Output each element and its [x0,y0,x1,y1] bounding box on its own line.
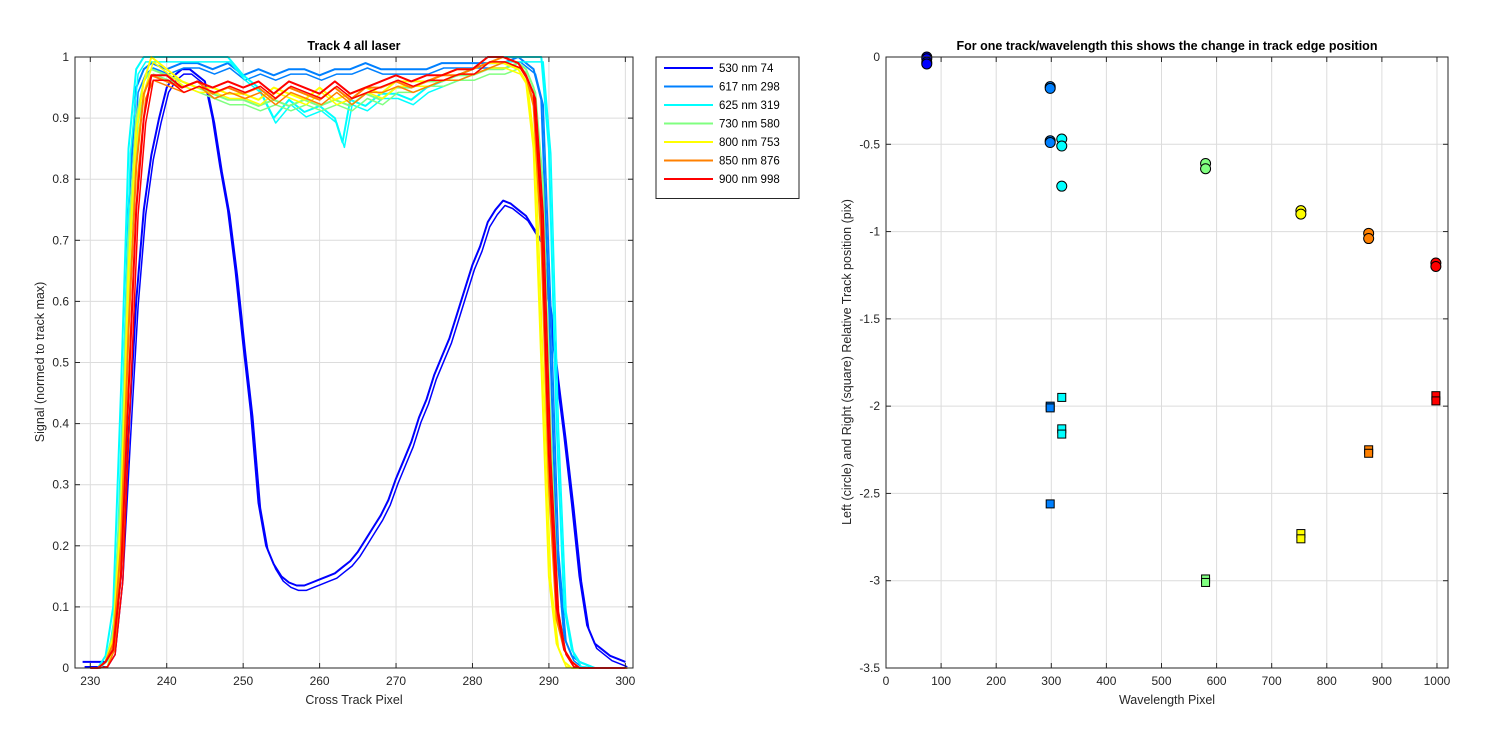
right-y-tick-label: -1.5 [859,312,880,326]
right-edge-square-marker [1431,396,1441,406]
left-x-tick-label: 240 [157,674,177,688]
left-edge-circle-marker [1044,82,1056,94]
right-y-tick-label: -2 [869,399,880,413]
left-edge-circle-marker [1056,140,1068,152]
line-chart-track4: 230 240 250 260 270 280 290 300 0 0.1 0.2 0.3 0.4 0.5… [33,39,800,707]
right-edge-square-marker [1057,429,1067,439]
right-y-tick-label: -1 [869,225,880,239]
x-axis-label-right: Wavelength Pixel [1119,693,1215,707]
legend-box [655,56,800,199]
axes-right: 0 100 200 300 400 500 600 700 800 900 1000 -3.5 -3 -2… [859,50,1450,688]
left-y-tick-label: 0.4 [52,417,69,431]
series-line-1 [90,56,626,669]
right-edge-square-marker [1201,577,1211,587]
left-edge-circle-marker [1056,180,1068,192]
left-x-tick-label: 230 [80,674,100,688]
right-x-tick-label: 400 [1096,674,1116,688]
legend-entry: 617 nm 298 [719,82,780,94]
left-edge-circle-marker [1363,233,1375,245]
left-y-tick-label: 0.7 [52,233,69,247]
left-x-tick-label: 270 [386,674,406,688]
legend-entry: 850 nm 876 [719,156,780,168]
left-edge-circle-marker [1200,163,1212,175]
right-x-tick-label: 1000 [1424,674,1451,688]
right-x-tick-label: 200 [986,674,1006,688]
legend-entry: 730 nm 580 [719,119,780,131]
right-edge-square-marker [1057,392,1067,402]
left-edge-circle-marker [1295,208,1307,220]
left-y-tick-label: 0.9 [52,111,69,125]
right-x-tick-label: 300 [1041,674,1061,688]
legend-entry: 800 nm 753 [719,137,780,149]
right-y-tick-label: -0.5 [859,137,880,151]
chart-title-left: Track 4 all laser [307,39,400,53]
x-axis-label-left: Cross Track Pixel [305,693,402,707]
right-x-tick-label: 0 [883,674,890,688]
left-edge-circle-marker [1430,260,1442,272]
left-x-tick-label: 280 [462,674,482,688]
left-y-tick-label: 0.3 [52,478,69,492]
right-x-tick-label: 800 [1317,674,1337,688]
right-edge-square-marker [1364,448,1374,458]
left-edge-circle-marker [921,58,933,70]
plot-markers-right [921,51,1442,587]
right-edge-square-marker [1045,403,1055,413]
series-line-6-trace [92,61,628,669]
plot-area-right [886,57,1448,668]
left-y-tick-label: 0 [62,661,69,675]
right-y-tick-label: -2.5 [859,486,880,500]
right-y-tick-label: -3 [869,574,880,588]
left-axes-box [74,56,634,669]
left-y-tick-label: 0.8 [52,172,69,186]
y-axis-label-left: Signal (normed to track max) [33,282,47,442]
right-axes-box [885,56,1449,669]
left-x-tick-label: 290 [539,674,559,688]
left-y-tick-label: 0.2 [52,539,69,553]
right-x-tick-label: 600 [1207,674,1227,688]
series-line-6 [90,56,626,669]
scatter-chart-edge-position: 0 100 200 300 400 500 600 700 800 900 1000 -3.5 -3 -2… [840,39,1451,707]
right-x-tick-label: 500 [1151,674,1171,688]
legend-entry: 625 nm 319 [719,100,780,112]
right-x-tick-label: 100 [931,674,951,688]
right-edge-square-marker [1296,534,1306,544]
chart-title-right: For one track/wavelength this shows the … [957,39,1378,53]
legend-entry: 900 nm 998 [719,174,780,186]
left-edge-circle-marker [1044,137,1056,149]
right-y-tick-label: 0 [873,50,880,64]
left-x-tick-label: 260 [310,674,330,688]
legend-entry: 530 nm 74 [719,63,774,75]
left-y-tick-label: 1 [62,50,69,64]
right-y-tick-label: -3.5 [859,661,880,675]
left-x-tick-label: 250 [233,674,253,688]
left-y-tick-label: 0.5 [52,356,69,370]
legend: 530 nm 74 617 nm 298 625 nm 319 730 nm 580 8… [655,56,800,199]
axes-left: 230 240 250 260 270 280 290 300 0 0.1 0.2 0.3 0.4 0.5… [52,50,635,688]
y-axis-label-right: Left (circle) and Right (square) Relativ… [840,199,854,525]
left-x-tick-label: 300 [615,674,635,688]
left-y-tick-label: 0.6 [52,294,69,308]
left-y-tick-label: 0.1 [52,600,69,614]
right-x-tick-label: 900 [1372,674,1392,688]
right-edge-square-marker [1045,499,1055,509]
right-x-tick-label: 700 [1262,674,1282,688]
